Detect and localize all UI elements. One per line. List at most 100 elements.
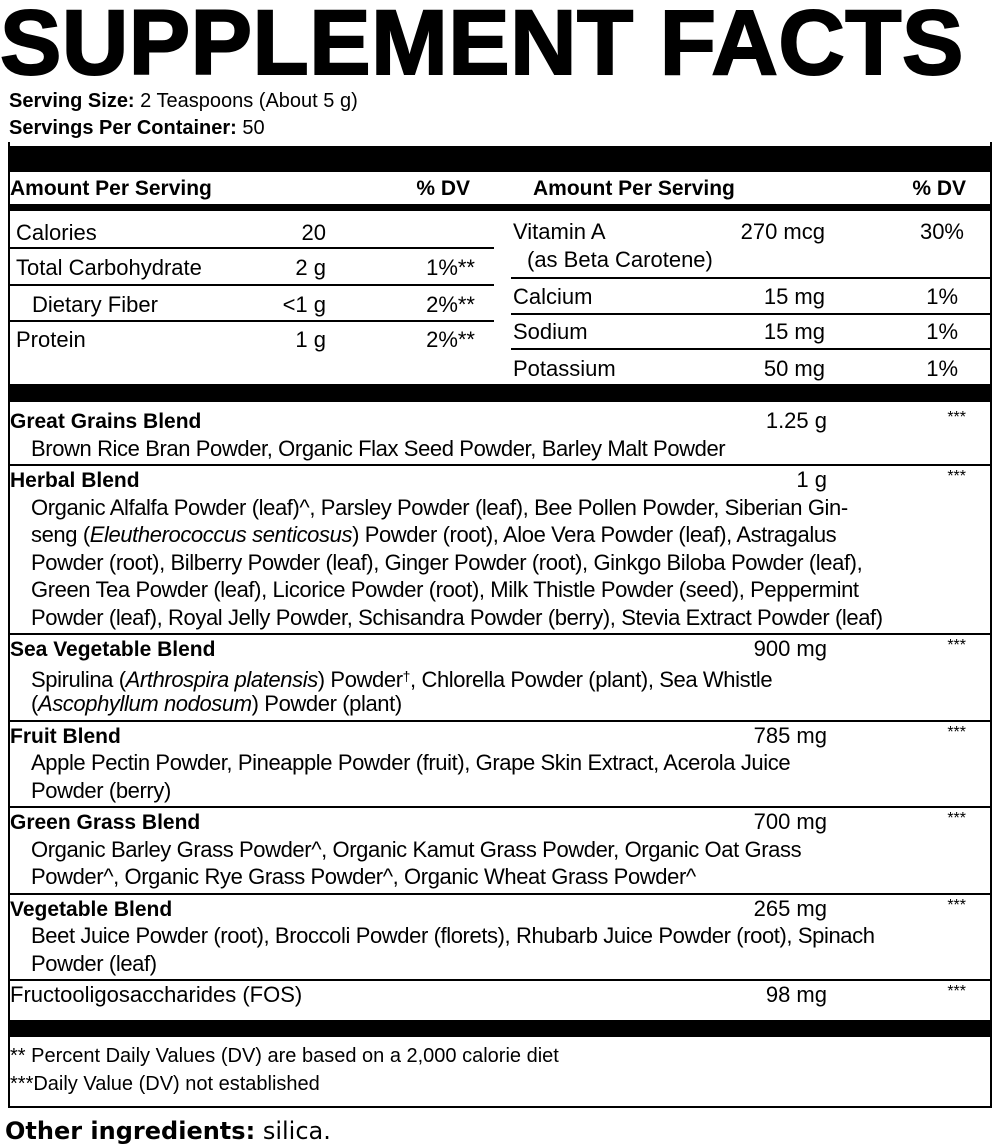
nutrient-amount: 2 g	[295, 255, 326, 280]
blend-dv: ***	[947, 810, 966, 827]
blend-ingredients-line: Powder (leaf), Royal Jelly Powder, Schis…	[10, 604, 992, 632]
serving-size-value: 2 Teaspoons (About 5 g)	[140, 90, 358, 112]
scientific-name: Ascophyllum nodosum	[37, 691, 252, 716]
header-dv-right: % DV	[912, 177, 966, 200]
blend-ingredients-line: Beet Juice Powder (root), Broccoli Powde…	[10, 922, 992, 950]
nutrient-amount: 50 mg	[763, 356, 825, 381]
blend-header: Vegetable Blend 265 mg ***	[10, 895, 992, 923]
ingredient-text: ) Powder (root), Aloe Vera Powder (leaf)…	[352, 522, 837, 547]
nutrient-dv: 1%	[926, 319, 958, 344]
ingredient-text: Organic Barley Grass Powder^, Organic Ka…	[31, 836, 802, 862]
blend-name: Great Grains Blend	[10, 410, 202, 433]
ingredient-text: Beet Juice Powder (root), Broccoli Powde…	[31, 923, 875, 948]
footnote-not-established: ***Daily Value (DV) not established	[10, 1073, 320, 1095]
blend-amount: 1.25 g	[765, 408, 827, 433]
blend-name: Fructooligosaccharides (FOS)	[10, 982, 303, 1007]
blend-dv: ***	[947, 637, 966, 654]
blend-amount: 900 mg	[753, 636, 827, 661]
divider-bar	[8, 146, 992, 172]
header-amount-right: Amount Per Serving	[533, 177, 735, 200]
scientific-name: Arthrospira platensis	[125, 666, 319, 692]
blend-dv: ***	[947, 983, 966, 1000]
header-dv-left: % DV	[416, 177, 470, 200]
other-ingredients: Other ingredients: silica.	[5, 1116, 331, 1146]
nutrient-dv: 2%**	[426, 327, 475, 352]
ingredient-text: †	[402, 667, 411, 684]
nutrient-amount: 20	[301, 220, 326, 245]
blend-name: Fruit Blend	[10, 724, 121, 748]
row-divider	[511, 348, 992, 350]
nutrient-dv: 1%**	[426, 255, 475, 280]
ingredient-text: (	[31, 691, 38, 716]
blend-header: Herbal Blend 1 g ***	[10, 466, 992, 494]
blend-amount: 1 g	[796, 467, 827, 492]
scientific-name: Eleutherococcus senticosus	[89, 522, 353, 547]
blend-dv: ***	[947, 468, 966, 485]
ingredient-text: Powder (leaf)	[31, 950, 157, 976]
ingredient-text: Powder^, Organic Rye Grass Powder^, Orga…	[31, 864, 696, 889]
ingredient-text: Organic Alfalfa Powder (leaf)^, Parsley …	[31, 494, 848, 520]
ingredient-text: ) Powder	[317, 666, 403, 692]
blend-amount: 700 mg	[753, 809, 827, 834]
header-rule	[8, 204, 992, 211]
footnote-dv: ** Percent Daily Values (DV) are based o…	[10, 1045, 559, 1067]
blend-name: Vegetable Blend	[10, 897, 173, 921]
nutrient-name: Total Carbohydrate	[16, 255, 202, 280]
ingredient-text: Spirulina (	[31, 666, 126, 692]
row-divider	[511, 313, 992, 315]
row-divider	[10, 247, 494, 249]
ingredient-text: Powder (leaf), Royal Jelly Powder, Schis…	[31, 604, 883, 630]
nutrient-dv: 1%	[926, 284, 958, 309]
blend-ingredients-line: Powder (berry)	[10, 777, 992, 805]
blend-dv: ***	[947, 896, 966, 914]
ingredient-text: Green Tea Powder (leaf), Licorice Powder…	[31, 577, 859, 602]
other-ingredients-value: silica.	[262, 1117, 331, 1145]
nutrient-dv: 2%**	[426, 292, 475, 317]
row-divider	[511, 277, 992, 279]
header-amount-left: Amount Per Serving	[10, 177, 212, 200]
blend-row: Sea Vegetable Blend 900 mg *** Spirulina (A…	[10, 635, 992, 722]
blend-ingredients-line: Spirulina (Arthrospira platensis) Powder…	[10, 663, 992, 692]
blend-header: Fruit Blend 785 mg ***	[10, 722, 992, 750]
ingredient-text: Brown Rice Bran Powder, Organic Flax See…	[31, 435, 726, 461]
divider-bar	[8, 1020, 992, 1037]
ingredient-text: seng (	[31, 522, 90, 547]
blend-name: Sea Vegetable Blend	[10, 638, 216, 661]
blend-row: Vegetable Blend 265 mg *** Beet Juice Powde…	[10, 895, 992, 981]
row-divider	[10, 284, 494, 286]
blend-amount: 785 mg	[753, 722, 827, 748]
ingredient-text: Powder (berry)	[31, 777, 171, 803]
blend-ingredients-line: Powder (root), Bilberry Powder (leaf), G…	[10, 549, 992, 577]
blend-amount: 265 mg	[753, 895, 827, 921]
nutrient-amount: 270 mcg	[740, 219, 825, 244]
blend-ingredients-line: Powder^, Organic Rye Grass Powder^, Orga…	[10, 863, 992, 891]
ingredient-text: Powder (root), Bilberry Powder (leaf), G…	[31, 549, 863, 575]
blend-ingredients-line: Powder (leaf)	[10, 950, 992, 978]
servings-per-container-value: 50	[242, 117, 265, 139]
nutrient-name: Calories	[16, 220, 97, 245]
blend-dv: ***	[947, 409, 966, 426]
servings-per-container: Servings Per Container: 50	[9, 116, 265, 140]
blend-header: Great Grains Blend 1.25 g ***	[10, 407, 992, 435]
nutrient-name: Potassium	[513, 356, 616, 381]
facts-box	[8, 142, 992, 1108]
ingredient-text: ) Powder (plant)	[251, 691, 403, 716]
blend-ingredients-line: (Ascophyllum nodosum) Powder (plant)	[10, 690, 992, 718]
divider-bar	[8, 384, 992, 402]
other-ingredients-label: Other ingredients:	[5, 1117, 256, 1145]
blend-header: Sea Vegetable Blend 900 mg ***	[10, 635, 992, 663]
blend-ingredients-line: Green Tea Powder (leaf), Licorice Powder…	[10, 576, 992, 604]
blend-ingredients-line: seng (Eleutherococcus senticosus) Powder…	[10, 521, 992, 549]
nutrient-dv: 30%	[919, 219, 964, 244]
nutrient-amount: 1 g	[295, 327, 326, 352]
blend-row: Green Grass Blend 700 mg *** Organic Barley…	[10, 808, 992, 895]
blend-row: Great Grains Blend 1.25 g *** Brown Rice Br…	[10, 407, 992, 466]
nutrient-name: Sodium	[513, 319, 588, 344]
servings-per-container-label: Servings Per Container:	[9, 117, 237, 139]
nutrient-dv: 1%	[926, 356, 958, 381]
nutrient-name: Protein	[16, 327, 86, 352]
blend-row: Herbal Blend 1 g *** Organic Alfalfa Powder…	[10, 466, 992, 635]
blend-dv: ***	[947, 723, 966, 741]
nutrient-name: Vitamin A	[513, 219, 606, 244]
nutrient-amount: 15 mg	[763, 319, 825, 344]
